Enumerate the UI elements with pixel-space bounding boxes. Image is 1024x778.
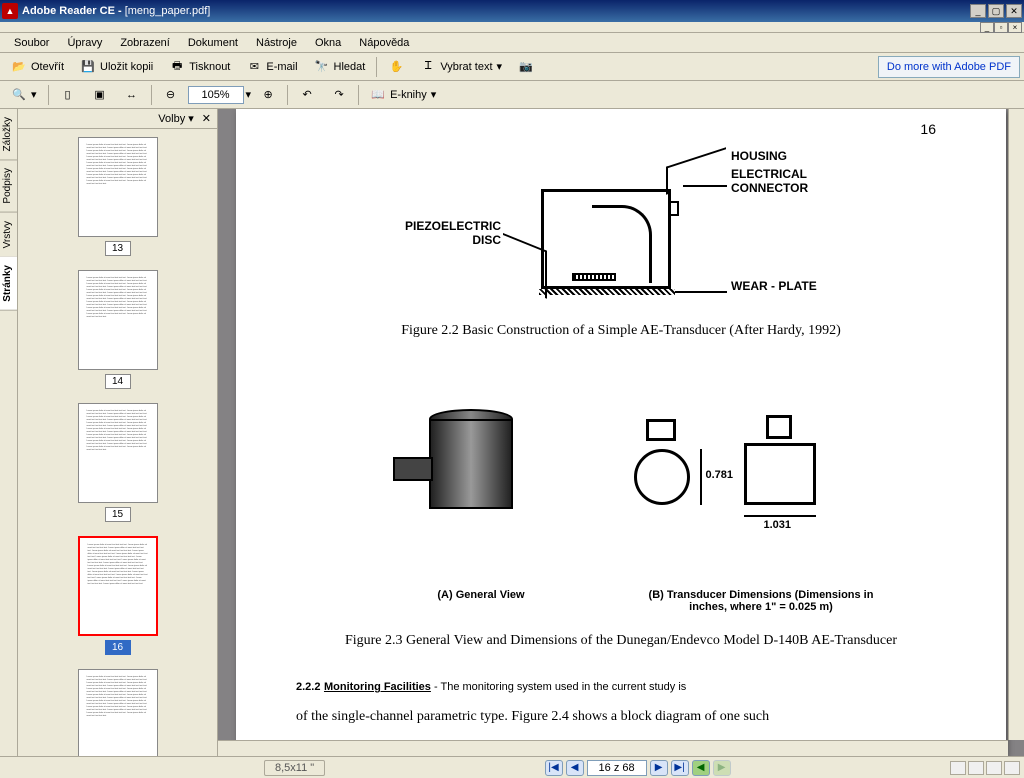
fit-width-icon: ↔ xyxy=(124,87,140,103)
document-scroll[interactable]: 16 HOUSING ELECTRICAL CONNECTOR PIEZOELE… xyxy=(218,109,1024,756)
snapshot-button[interactable]: 📷 xyxy=(511,55,541,79)
mdi-restore[interactable]: ▫ xyxy=(994,22,1008,33)
hand-icon: ✋ xyxy=(388,59,404,75)
hand-tool-button[interactable]: ✋ xyxy=(381,55,411,79)
email-icon: ✉ xyxy=(246,59,262,75)
subcaption-a: (A) General View xyxy=(361,589,601,613)
section-222-line2: of the single-channel parametric type. F… xyxy=(296,709,946,725)
horizontal-scrollbar[interactable] xyxy=(218,740,1008,756)
label-disc: PIEZOELECTRIC DISC xyxy=(401,219,501,247)
transducer-dimensions: 0.781 1.031 xyxy=(624,399,864,539)
document-area: 16 HOUSING ELECTRICAL CONNECTOR PIEZOELE… xyxy=(218,109,1024,756)
zoom-in-tool[interactable]: 🔍 ▾ xyxy=(4,83,44,107)
menu-okna[interactable]: Okna xyxy=(307,35,349,51)
rotate-cw-icon: ↷ xyxy=(331,87,347,103)
panel-header: Volby ▾ ✕ xyxy=(18,109,217,129)
camera-icon: 📷 xyxy=(518,59,534,75)
figure-2-2-diagram: HOUSING ELECTRICAL CONNECTOR PIEZOELECTR… xyxy=(411,149,831,309)
text-cursor-icon: Ꮖ xyxy=(420,59,436,75)
titlebar-text: Adobe Reader CE - [meng_paper.pdf] xyxy=(22,5,970,17)
transducer-photo xyxy=(379,399,549,539)
zoom-in-button[interactable]: ⊕ xyxy=(253,83,283,107)
titlebar: ▲ Adobe Reader CE - [meng_paper.pdf] _ ▢… xyxy=(0,0,1024,22)
plus-icon: ⊕ xyxy=(260,87,276,103)
page-number: 16 xyxy=(920,121,936,137)
rotate-ccw-button[interactable]: ↶ xyxy=(292,83,322,107)
adobe-icon: ▲ xyxy=(2,3,18,19)
tab-vrstvy[interactable]: Vrstvy xyxy=(0,213,17,257)
ebook-icon: 📖 xyxy=(370,87,386,103)
menu-soubor[interactable]: Soubor xyxy=(6,35,57,51)
rotate-cw-button[interactable]: ↷ xyxy=(324,83,354,107)
panel-close-icon[interactable]: ✕ xyxy=(202,112,211,125)
select-text-button[interactable]: Ꮖ Vybrat text ▾ xyxy=(413,55,509,79)
figure-2-3-caption: Figure 2.3 General View and Dimensions o… xyxy=(296,633,946,649)
figure-2-2-caption: Figure 2.2 Basic Construction of a Simpl… xyxy=(296,323,946,339)
tab-zalozky[interactable]: Záložky xyxy=(0,109,17,160)
binoculars-icon: 🔭 xyxy=(314,59,330,75)
rotate-ccw-icon: ↶ xyxy=(299,87,315,103)
minimize-button[interactable]: _ xyxy=(970,4,986,18)
search-button[interactable]: 🔭 Hledat xyxy=(307,55,373,79)
zoom-out-button[interactable]: ⊖ xyxy=(156,83,186,107)
panel-tabstrip: Záložky Podpisy Vrstvy Stránky xyxy=(0,109,18,756)
mdi-minimize[interactable]: _ xyxy=(980,22,994,33)
menu-nastroje[interactable]: Nástroje xyxy=(248,35,305,51)
menu-napoveda[interactable]: Nápověda xyxy=(351,35,417,51)
label-connector: ELECTRICAL CONNECTOR xyxy=(731,167,831,195)
statusbar: 8,5x11 " |◀ ◀ ▶ ▶| ◀ ▶ xyxy=(0,756,1024,778)
ebooks-button[interactable]: 📖 E-knihy ▾ xyxy=(363,83,443,107)
print-icon: 🖶 xyxy=(169,59,185,75)
thumbnail-15[interactable]: Lorem ipsum dolor sit amet text text tex… xyxy=(78,403,158,522)
print-button[interactable]: 🖶 Tisknout xyxy=(162,55,237,79)
minus-icon: ⊖ xyxy=(163,87,179,103)
mdi-close[interactable]: × xyxy=(1008,22,1022,33)
file-name: [meng_paper.pdf] xyxy=(125,5,211,17)
open-button[interactable]: 📂 Otevřít xyxy=(4,55,71,79)
adobe-promo-link[interactable]: Do more with Adobe PDF xyxy=(878,56,1020,78)
thumbnail-17[interactable]: Lorem ipsum dolor sit amet text text tex… xyxy=(78,669,158,756)
vertical-scrollbar[interactable] xyxy=(1008,109,1024,740)
zoom-plus-icon: 🔍 xyxy=(11,87,27,103)
menu-dokument[interactable]: Dokument xyxy=(180,35,246,51)
mdi-controls: _ ▫ × xyxy=(0,22,1024,33)
thumbnail-list[interactable]: Lorem ipsum dolor sit amet text text tex… xyxy=(18,129,217,756)
thumbnail-14[interactable]: Lorem ipsum dolor sit amet text text tex… xyxy=(78,270,158,389)
menu-zobrazeni[interactable]: Zobrazení xyxy=(112,35,178,51)
maximize-button[interactable]: ▢ xyxy=(988,4,1004,18)
fit-width-button[interactable]: ↔ xyxy=(117,83,147,107)
tab-podpisy[interactable]: Podpisy xyxy=(0,160,17,213)
label-wearplate: WEAR - PLATE xyxy=(731,279,817,293)
subcaption-b: (B) Transducer Dimensions (Dimensions in… xyxy=(641,589,881,613)
tab-stranky[interactable]: Stránky xyxy=(0,257,17,311)
thumbnail-13[interactable]: Lorem ipsum dolor sit amet text text tex… xyxy=(78,137,158,256)
thumbnails-panel: Volby ▾ ✕ Lorem ipsum dolor sit amet tex… xyxy=(18,109,218,756)
folder-icon: 📂 xyxy=(11,59,27,75)
toolbar-main: 📂 Otevřít 💾 Uložit kopii 🖶 Tisknout ✉ E-… xyxy=(0,53,1024,81)
zoom-input[interactable] xyxy=(188,86,244,104)
email-button[interactable]: ✉ E-mail xyxy=(239,55,304,79)
page-icon: ▯ xyxy=(60,87,76,103)
save-icon: 💾 xyxy=(80,59,96,75)
fit-page-button[interactable]: ▣ xyxy=(85,83,115,107)
dim-height: 0.781 xyxy=(706,469,734,481)
panel-options[interactable]: Volby ▾ xyxy=(158,112,194,125)
app-name: Adobe Reader CE xyxy=(22,5,115,17)
thumbnail-16[interactable]: Lorem ipsum dolor sit amet text text tex… xyxy=(78,536,158,655)
fit-page-icon: ▣ xyxy=(92,87,108,103)
label-housing: HOUSING xyxy=(731,149,787,163)
toolbar-zoom: 🔍 ▾ ▯ ▣ ↔ ⊖ ▾ ⊕ ↶ ↷ 📖 E-knihy ▾ xyxy=(0,81,1024,109)
page-content: 16 HOUSING ELECTRICAL CONNECTOR PIEZOELE… xyxy=(236,109,1006,756)
close-button[interactable]: ✕ xyxy=(1006,4,1022,18)
figure-2-3-diagram: 0.781 1.031 xyxy=(341,399,901,579)
dim-width: 1.031 xyxy=(764,519,792,531)
menubar: Soubor Úpravy Zobrazení Dokument Nástroj… xyxy=(0,33,1024,53)
actual-size-button[interactable]: ▯ xyxy=(53,83,83,107)
figure-2-3-subcaptions: (A) General View (B) Transducer Dimensio… xyxy=(341,589,901,613)
save-button[interactable]: 💾 Uložit kopii xyxy=(73,55,160,79)
menu-upravy[interactable]: Úpravy xyxy=(59,35,110,51)
workspace: Záložky Podpisy Vrstvy Stránky Volby ▾ ✕… xyxy=(0,109,1024,756)
section-222: 2.2.2 Monitoring Facilities - The monito… xyxy=(296,679,946,695)
